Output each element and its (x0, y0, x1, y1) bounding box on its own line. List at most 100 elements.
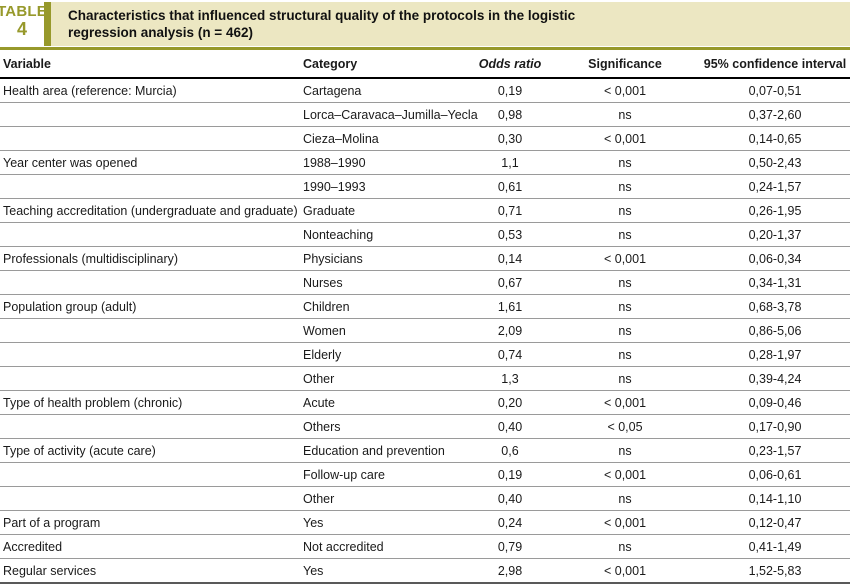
cell-category: Not accredited (300, 534, 470, 559)
cell-category: Cartagena (300, 78, 470, 103)
col-header-category: Category (300, 50, 470, 79)
cell-variable: Health area (reference: Murcia) (0, 78, 300, 103)
cell-odds-ratio: 0,74 (470, 342, 550, 367)
cell-confidence-interval: 0,09-0,46 (700, 390, 850, 415)
cell-confidence-interval: 0,68-3,78 (700, 294, 850, 319)
cell-odds-ratio: 1,3 (470, 366, 550, 391)
cell-confidence-interval: 0,17-0,90 (700, 414, 850, 439)
cell-odds-ratio: 0,40 (470, 486, 550, 511)
cell-significance: ns (550, 438, 700, 463)
cell-confidence-interval: 0,07-0,51 (700, 78, 850, 103)
cell-significance: < 0,001 (550, 462, 700, 487)
cell-odds-ratio: 0,79 (470, 534, 550, 559)
cell-significance: < 0,05 (550, 414, 700, 439)
cell-category: Follow-up care (300, 462, 470, 487)
cell-significance: < 0,001 (550, 246, 700, 271)
cell-category: Yes (300, 510, 470, 535)
cell-category: Elderly (300, 342, 470, 367)
cell-variable: Regular services (0, 558, 300, 584)
cell-confidence-interval: 0,41-1,49 (700, 534, 850, 559)
table-row: Nonteaching 0,53 ns 0,20-1,37 (0, 222, 850, 247)
cell-category: Cieza–Molina (300, 126, 470, 151)
cell-variable: Year center was opened (0, 150, 300, 175)
table-header-banner: TABLE 4 Characteristics that influenced … (0, 2, 850, 46)
cell-confidence-interval: 0,37-2,60 (700, 102, 850, 127)
cell-category: Others (300, 414, 470, 439)
cell-variable: Professionals (multidisciplinary) (0, 246, 300, 271)
cell-category: Lorca–Caravaca–Jumilla–Yecla (300, 102, 478, 127)
table-row: Population group (adult) Children 1,61 n… (0, 294, 850, 319)
cell-significance: ns (550, 294, 700, 319)
cell-category: Nurses (300, 270, 470, 295)
cell-odds-ratio: 2,98 (470, 558, 550, 584)
table-row: Accredited Not accredited 0,79 ns 0,41-1… (0, 534, 850, 559)
cell-variable: Type of health problem (chronic) (0, 390, 300, 415)
cell-significance: < 0,001 (550, 558, 700, 584)
cell-significance: ns (550, 174, 700, 199)
cell-category: Yes (300, 558, 470, 584)
cell-significance: ns (550, 318, 700, 343)
cell-confidence-interval: 1,52-5,83 (700, 558, 850, 584)
cell-variable: Type of activity (acute care) (0, 438, 300, 463)
cell-odds-ratio: 0,61 (470, 174, 550, 199)
table-row: Year center was opened 1988–1990 1,1 ns … (0, 150, 850, 175)
cell-confidence-interval: 0,34-1,31 (700, 270, 850, 295)
col-header-confidence-interval: 95% confidence interval (700, 50, 850, 79)
cell-variable (0, 462, 300, 487)
cell-odds-ratio: 2,09 (470, 318, 550, 343)
cell-odds-ratio: 0,19 (470, 462, 550, 487)
cell-confidence-interval: 0,28-1,97 (700, 342, 850, 367)
cell-odds-ratio: 0,6 (470, 438, 550, 463)
col-header-significance: Significance (550, 50, 700, 79)
table-row: Nurses 0,67 ns 0,34-1,31 (0, 270, 850, 295)
cell-odds-ratio: 0,98 (470, 102, 550, 127)
cell-variable: Teaching accreditation (undergraduate an… (0, 198, 300, 223)
cell-category: Education and prevention (300, 438, 470, 463)
cell-confidence-interval: 0,14-1,10 (700, 486, 850, 511)
cell-significance: ns (550, 150, 700, 175)
cell-confidence-interval: 0,24-1,57 (700, 174, 850, 199)
table-row: Other 0,40 ns 0,14-1,10 (0, 486, 850, 511)
cell-odds-ratio: 0,20 (470, 390, 550, 415)
cell-odds-ratio: 0,67 (470, 270, 550, 295)
cell-confidence-interval: 0,20-1,37 (700, 222, 850, 247)
table-row: Others 0,40 < 0,05 0,17-0,90 (0, 414, 850, 439)
table-row: Teaching accreditation (undergraduate an… (0, 198, 850, 223)
cell-variable: Accredited (0, 534, 300, 559)
table-title: Characteristics that influenced structur… (68, 7, 576, 40)
cell-variable (0, 126, 300, 151)
table-number: 4 (16, 18, 27, 39)
table-row: 1990–1993 0,61 ns 0,24-1,57 (0, 174, 850, 199)
cell-significance: < 0,001 (550, 126, 700, 151)
cell-significance: ns (550, 342, 700, 367)
cell-significance: ns (550, 222, 700, 247)
cell-odds-ratio: 0,53 (470, 222, 550, 247)
title-banner: Characteristics that influenced structur… (51, 2, 850, 46)
table-row: Other 1,3 ns 0,39-4,24 (0, 366, 850, 391)
table-row: Women 2,09 ns 0,86-5,06 (0, 318, 850, 343)
cell-significance: ns (550, 366, 700, 391)
cell-confidence-interval: 0,39-4,24 (700, 366, 850, 391)
cell-significance: ns (550, 486, 700, 511)
cell-confidence-interval: 0,12-0,47 (700, 510, 850, 535)
cell-category: Graduate (300, 198, 470, 223)
cell-significance: ns (550, 198, 700, 223)
table-number-label: TABLE 4 (0, 2, 47, 46)
cell-variable (0, 102, 300, 127)
cell-variable (0, 270, 300, 295)
cell-variable (0, 486, 300, 511)
cell-variable (0, 342, 300, 367)
cell-significance: < 0,001 (550, 510, 700, 535)
cell-significance: ns (550, 102, 700, 127)
cell-confidence-interval: 0,14-0,65 (700, 126, 850, 151)
table-word: TABLE (0, 3, 47, 20)
cell-odds-ratio: 1,1 (470, 150, 550, 175)
cell-confidence-interval: 0,26-1,95 (700, 198, 850, 223)
table-row: Type of activity (acute care) Education … (0, 438, 850, 463)
cell-odds-ratio: 0,24 (470, 510, 550, 535)
cell-variable (0, 174, 300, 199)
cell-variable (0, 366, 300, 391)
cell-variable (0, 414, 300, 439)
table-row: Part of a program Yes 0,24 < 0,001 0,12-… (0, 510, 850, 535)
